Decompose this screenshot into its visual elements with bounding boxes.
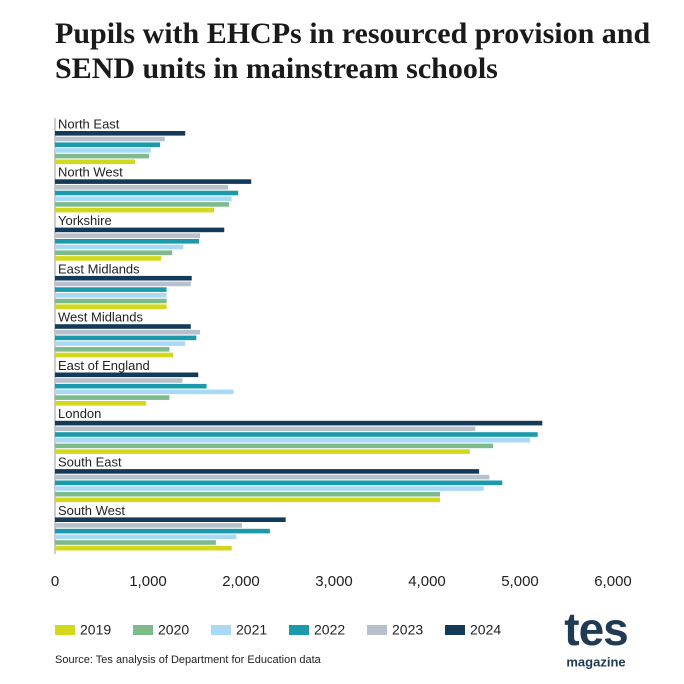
bar	[55, 432, 538, 437]
bar	[55, 534, 237, 540]
legend-label: 2023	[392, 622, 423, 638]
bar	[55, 426, 476, 432]
category-label: South East	[58, 455, 122, 470]
bar	[55, 298, 167, 304]
legend-swatch	[445, 625, 465, 635]
bar	[55, 324, 191, 329]
bar	[55, 335, 197, 341]
bar	[55, 142, 161, 147]
legend-swatch	[367, 625, 387, 635]
legend-swatch	[211, 625, 231, 635]
legend-label: 2020	[158, 622, 189, 638]
logo-tagline: magazine	[566, 654, 625, 669]
legend-swatch	[55, 625, 75, 635]
bar	[55, 207, 215, 213]
legend-label: 2024	[470, 622, 501, 638]
bar	[55, 383, 207, 389]
bar	[55, 233, 201, 238]
bar	[55, 136, 165, 142]
bar	[55, 281, 191, 287]
logo: tes	[564, 603, 627, 655]
category-label: Yorkshire	[58, 213, 112, 228]
bar	[55, 420, 543, 426]
category-label: North West	[58, 165, 123, 180]
bar	[55, 329, 201, 335]
bar	[55, 528, 270, 534]
bar	[55, 469, 480, 474]
bar	[55, 227, 225, 233]
bar	[55, 293, 167, 298]
x-tick-label: 0	[51, 573, 59, 590]
x-tick-label: 1,000	[129, 573, 167, 590]
bar	[55, 287, 167, 292]
bar	[55, 474, 490, 480]
bar	[55, 395, 170, 400]
bar	[55, 148, 151, 153]
bar	[55, 437, 531, 443]
legend-swatch	[133, 625, 153, 635]
bar	[55, 244, 184, 250]
bar	[55, 239, 200, 244]
bar	[55, 347, 170, 352]
chart-title: Pupils with EHCPs in resourced provision…	[55, 17, 651, 85]
legend-swatch	[289, 625, 309, 635]
legend-label: 2019	[80, 622, 111, 638]
bar	[55, 517, 286, 522]
bar	[55, 250, 173, 255]
bar	[55, 341, 186, 346]
category-label: West Midlands	[58, 310, 144, 325]
legend-label: 2022	[314, 622, 345, 638]
bar	[55, 196, 232, 201]
bar	[55, 443, 494, 449]
x-tick-label: 4,000	[408, 573, 446, 590]
source-note: Source: Tes analysis of Department for E…	[55, 654, 322, 666]
bar	[55, 185, 228, 190]
legend-label: 2021	[236, 622, 267, 638]
x-tick-label: 2,000	[222, 573, 260, 590]
x-tick-label: 3,000	[315, 573, 353, 590]
bar	[55, 497, 441, 503]
category-label: South West	[58, 503, 125, 518]
bar	[55, 378, 183, 383]
bar	[55, 540, 216, 545]
category-label: East of England	[58, 358, 150, 373]
bar	[55, 275, 192, 281]
bar	[55, 256, 162, 261]
bar	[55, 389, 234, 395]
bar	[55, 491, 441, 497]
bar	[55, 401, 147, 406]
bar	[55, 372, 199, 378]
bar	[55, 449, 470, 454]
bar	[55, 179, 252, 184]
bar	[55, 486, 484, 491]
bar	[55, 202, 229, 207]
bar	[55, 480, 503, 486]
category-label: North East	[58, 116, 120, 131]
bar	[55, 190, 239, 196]
category-label: East Midlands	[58, 261, 140, 276]
bar	[55, 545, 232, 551]
bar	[55, 131, 186, 136]
x-tick-label: 5,000	[501, 573, 539, 590]
category-label: London	[58, 406, 101, 421]
bar	[55, 352, 174, 358]
bar	[55, 159, 135, 165]
bar	[55, 153, 149, 159]
x-tick-label: 6,000	[594, 573, 632, 590]
bar	[55, 523, 242, 528]
bar	[55, 304, 167, 309]
